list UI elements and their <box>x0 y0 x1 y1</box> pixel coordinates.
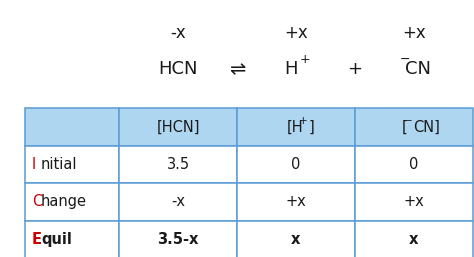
FancyBboxPatch shape <box>119 221 237 257</box>
Text: x: x <box>409 232 419 247</box>
Text: -x: -x <box>170 24 186 42</box>
Text: 0: 0 <box>291 157 301 172</box>
Text: quil: quil <box>41 232 73 247</box>
Text: H: H <box>284 60 298 78</box>
FancyBboxPatch shape <box>237 183 355 221</box>
Text: +x: +x <box>284 24 308 42</box>
FancyBboxPatch shape <box>119 183 237 221</box>
FancyBboxPatch shape <box>25 183 119 221</box>
Text: 0: 0 <box>409 157 419 172</box>
FancyBboxPatch shape <box>25 108 119 145</box>
Text: [H: [H <box>286 119 303 134</box>
Text: +x: +x <box>285 195 306 209</box>
Text: CN]: CN] <box>413 119 440 134</box>
FancyBboxPatch shape <box>25 145 119 183</box>
FancyBboxPatch shape <box>237 221 355 257</box>
Text: nitial: nitial <box>40 157 77 172</box>
Text: I: I <box>32 157 36 172</box>
Text: [HCN]: [HCN] <box>156 119 200 134</box>
Text: −: − <box>400 53 410 66</box>
Text: +: + <box>300 53 310 66</box>
Text: [: [ <box>402 119 408 134</box>
Text: E: E <box>32 232 42 247</box>
Text: C: C <box>32 195 42 209</box>
Text: ]: ] <box>309 119 314 134</box>
Text: +: + <box>347 60 362 78</box>
Text: +x: +x <box>402 24 426 42</box>
Text: −: − <box>404 116 412 126</box>
Text: -x: -x <box>171 195 185 209</box>
FancyBboxPatch shape <box>25 221 119 257</box>
FancyBboxPatch shape <box>237 108 355 145</box>
Text: 3.5-x: 3.5-x <box>157 232 199 247</box>
FancyBboxPatch shape <box>119 145 237 183</box>
Text: 3.5: 3.5 <box>166 157 190 172</box>
Text: +x: +x <box>403 195 424 209</box>
Text: ⇌: ⇌ <box>229 60 245 79</box>
FancyBboxPatch shape <box>355 221 473 257</box>
Text: +: + <box>299 116 307 126</box>
FancyBboxPatch shape <box>355 183 473 221</box>
FancyBboxPatch shape <box>355 145 473 183</box>
Text: HCN: HCN <box>158 60 198 78</box>
FancyBboxPatch shape <box>355 108 473 145</box>
Text: x: x <box>291 232 301 247</box>
Text: hange: hange <box>40 195 86 209</box>
FancyBboxPatch shape <box>237 145 355 183</box>
FancyBboxPatch shape <box>119 108 237 145</box>
Text: CN: CN <box>405 60 431 78</box>
